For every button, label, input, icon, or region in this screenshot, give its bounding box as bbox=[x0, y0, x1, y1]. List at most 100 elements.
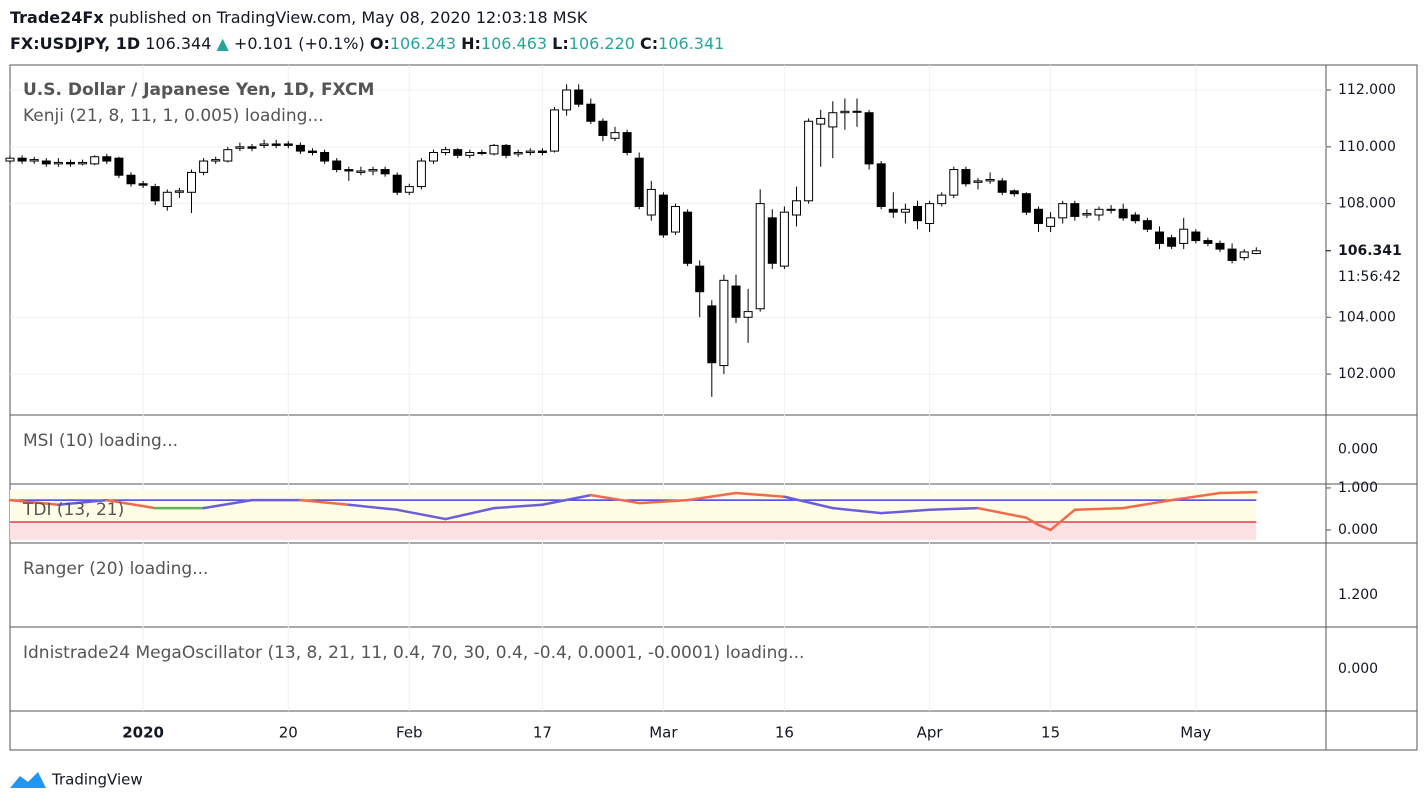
tdi-line bbox=[783, 495, 835, 510]
candle-body bbox=[283, 143, 293, 146]
pane-scale-label: 0.000 bbox=[1338, 442, 1378, 458]
candle-body bbox=[453, 149, 463, 156]
candle-body bbox=[41, 160, 51, 165]
pane-scale-label: 0.000 bbox=[1338, 661, 1378, 677]
tdi-line bbox=[1170, 491, 1222, 502]
ohlc-label: C: bbox=[640, 34, 659, 53]
candle-body bbox=[29, 159, 39, 162]
candle-body bbox=[344, 169, 354, 172]
candle-body bbox=[162, 191, 172, 207]
y-tick-label: 104.000 bbox=[1338, 309, 1396, 325]
indicator-title: Idnistrade24 MegaOscillator (13, 8, 21, … bbox=[23, 643, 804, 663]
band bbox=[10, 521, 1257, 541]
candle-body bbox=[114, 157, 124, 176]
tdi-line bbox=[879, 508, 931, 515]
candle-body bbox=[562, 89, 572, 111]
tdi-line bbox=[105, 498, 157, 510]
candle-body bbox=[949, 169, 959, 196]
candle-body bbox=[985, 178, 995, 182]
pane-scale-label: 1.200 bbox=[1338, 587, 1378, 603]
ohlc-label: O: bbox=[369, 34, 390, 53]
indicator-title: Ranger (20) loading... bbox=[23, 559, 208, 579]
candle-body bbox=[755, 203, 765, 310]
pane-title: U.S. Dollar / Japanese Yen, 1D, FXCM bbox=[23, 80, 374, 100]
candle-body bbox=[1046, 217, 1056, 227]
candle-body bbox=[840, 110, 850, 114]
candle-body bbox=[5, 157, 15, 162]
candle-body bbox=[138, 183, 148, 186]
candle-body bbox=[404, 186, 414, 193]
x-tick-label: Feb bbox=[396, 724, 423, 742]
x-tick-label: 20 bbox=[279, 724, 298, 742]
candle-body bbox=[876, 163, 886, 207]
candle-body bbox=[1034, 208, 1043, 225]
panes: MSI (10) loading... 0.000 Ranger (20) load… bbox=[23, 431, 1378, 677]
candle-body bbox=[1239, 251, 1249, 259]
indicator-title: Kenji (21, 8, 11, 1, 0.005) loading... bbox=[23, 106, 324, 126]
tdi-line bbox=[928, 506, 980, 512]
price: 106.344 bbox=[145, 34, 212, 53]
candle-body bbox=[17, 157, 27, 162]
tdi-line bbox=[976, 506, 1028, 520]
candle-body bbox=[779, 211, 789, 267]
x-tick-label: 15 bbox=[1041, 724, 1060, 742]
x-tick-label: Apr bbox=[917, 724, 944, 742]
candle-body bbox=[187, 171, 196, 193]
y-tick-label: 112.000 bbox=[1338, 82, 1396, 98]
ohlc-value: 106.463 bbox=[480, 34, 548, 53]
candle-body bbox=[550, 109, 559, 152]
candle-body bbox=[429, 152, 438, 162]
tdi-line bbox=[1218, 490, 1258, 495]
candle-body bbox=[295, 144, 305, 152]
candle-body bbox=[525, 150, 535, 153]
publisher: Trade24Fx bbox=[10, 8, 104, 27]
candle-body bbox=[683, 211, 693, 264]
band bbox=[10, 490, 1257, 522]
countdown: 11:56:42 bbox=[1338, 269, 1401, 285]
candle-body bbox=[235, 146, 245, 149]
candle-body bbox=[150, 186, 160, 202]
symbol: FX:USDJPY, 1D bbox=[10, 34, 141, 53]
candle-body bbox=[937, 194, 947, 205]
marks: 106.341 bbox=[5, 84, 1402, 532]
candle-body bbox=[332, 160, 342, 171]
tdi-line bbox=[1073, 506, 1125, 512]
tdi-line bbox=[299, 498, 351, 507]
candle-body bbox=[380, 169, 390, 175]
candle-body bbox=[1094, 208, 1104, 216]
tdi-line bbox=[541, 493, 593, 507]
x-tick-label: May bbox=[1180, 724, 1211, 742]
tdi-line bbox=[1049, 508, 1077, 532]
y-tick-label: 110.000 bbox=[1338, 139, 1396, 155]
candle-body bbox=[247, 146, 257, 149]
candle-body bbox=[1142, 220, 1152, 230]
candle-body bbox=[804, 120, 814, 202]
candle-body bbox=[646, 188, 656, 216]
candle-body bbox=[574, 89, 584, 105]
candle-body bbox=[1251, 250, 1261, 255]
candle-body bbox=[66, 161, 75, 165]
tdi-line bbox=[395, 508, 447, 521]
x-tick-label: 2020 bbox=[122, 724, 164, 742]
candle-body bbox=[1203, 240, 1213, 244]
tdi-line bbox=[202, 498, 254, 510]
candle-body bbox=[477, 152, 487, 154]
last-price-label: 106.341 bbox=[1338, 243, 1402, 259]
tdi-line bbox=[637, 498, 689, 505]
candle-body bbox=[223, 149, 233, 162]
candle-body bbox=[1021, 193, 1031, 213]
candle-body bbox=[489, 144, 499, 155]
tdi-line bbox=[444, 506, 496, 521]
tdi-line bbox=[8, 498, 60, 507]
candle-body bbox=[707, 305, 717, 364]
header-line-1: Trade24Fx published on TradingView.com, … bbox=[10, 8, 587, 27]
candle-body bbox=[271, 143, 281, 146]
candle-body bbox=[308, 150, 317, 153]
ohlc-value: 106.341 bbox=[658, 34, 725, 53]
candle-body bbox=[1130, 214, 1140, 222]
candle-body bbox=[501, 144, 511, 156]
change: +0.101 (+0.1%) bbox=[233, 34, 365, 53]
candle-body bbox=[1118, 208, 1128, 219]
